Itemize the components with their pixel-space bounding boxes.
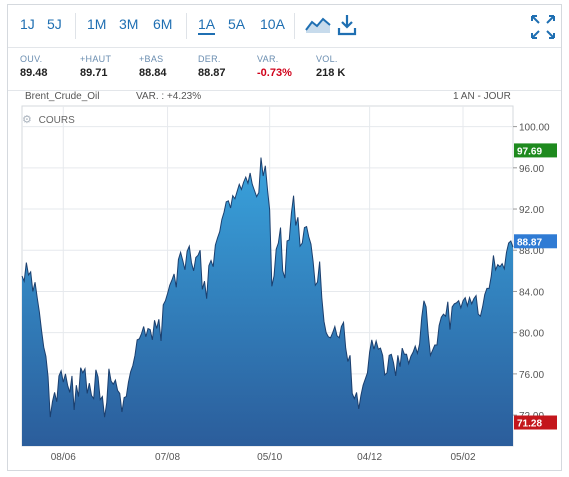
stat-open-label: OUV. (20, 54, 43, 64)
range-1a-button[interactable]: 1A (198, 16, 216, 35)
stat-last: DER. 88.87 (198, 54, 226, 79)
low-price-badge-text: 71.28 (517, 419, 542, 430)
range-5j-button[interactable]: 5J (47, 16, 62, 32)
quote-stats: OUV. 89.48 +HAUT 89.71 +BAS 88.84 DER. 8… (8, 48, 561, 91)
chart-toolbar: 1J 5J 1M 3M 6M 1A 5A 10A (8, 5, 561, 48)
x-tick-label: 05/02 (451, 452, 476, 463)
instrument-name: Brent_Crude_Oil (25, 91, 100, 102)
stat-high-value: 89.71 (80, 67, 108, 79)
stat-variation-label: VAR. (257, 54, 279, 64)
price-line (21, 157, 514, 418)
gear-icon[interactable]: ⚙ (22, 114, 32, 126)
chart-type-icon[interactable] (305, 14, 331, 39)
y-tick-label: 76.00 (519, 370, 544, 381)
stat-volume: VOL. 218 K (316, 54, 345, 79)
stat-high: +HAUT 89.71 (80, 54, 111, 79)
stat-last-value: 88.87 (198, 67, 226, 79)
y-tick-label: 100.00 (519, 123, 550, 134)
x-tick-label: 07/08 (155, 452, 180, 463)
stat-variation-value: -0.73% (257, 67, 292, 79)
price-area (22, 157, 513, 446)
stat-low-label: +BAS (139, 54, 164, 64)
low-price-badge (514, 415, 557, 430)
stat-variation: VAR. -0.73% (257, 54, 292, 79)
y-tick-label: 92.00 (519, 205, 544, 216)
download-icon[interactable] (337, 14, 357, 41)
toolbar-divider (75, 13, 76, 39)
x-tick-label: 05/10 (257, 452, 282, 463)
range-6m-button[interactable]: 6M (153, 16, 173, 32)
range-10a-button[interactable]: 10A (260, 16, 285, 32)
stat-low: +BAS 88.84 (139, 54, 167, 79)
last-price-badge-text: 88.87 (517, 237, 542, 248)
range-3m-button[interactable]: 3M (119, 16, 139, 32)
x-tick-label: 04/12 (357, 452, 382, 463)
stat-low-value: 88.84 (139, 67, 167, 79)
y-tick-label: 80.00 (519, 329, 544, 340)
series-label: ⚙ COURS (22, 113, 75, 126)
variation-summary: VAR. : +4.23% (136, 91, 202, 102)
stat-open: OUV. 89.48 (20, 54, 48, 79)
stat-volume-value: 218 K (316, 67, 346, 79)
stat-last-label: DER. (198, 54, 221, 64)
y-tick-label: 84.00 (519, 287, 544, 298)
y-tick-label: 96.00 (519, 164, 544, 175)
toolbar-divider (294, 13, 295, 39)
range-5a-button[interactable]: 5A (228, 16, 246, 32)
series-label-text: COURS (38, 115, 75, 126)
stat-open-value: 89.48 (20, 67, 48, 79)
range-1m-button[interactable]: 1M (87, 16, 107, 32)
high-price-badge (514, 143, 557, 158)
y-tick-label: 88.00 (519, 246, 544, 257)
last-price-badge (514, 234, 557, 249)
period-label: 1 AN - JOUR (453, 91, 511, 102)
high-price-badge-text: 97.69 (517, 146, 542, 157)
stat-volume-label: VOL. (316, 54, 338, 64)
x-tick-label: 08/06 (51, 452, 76, 463)
range-1j-button[interactable]: 1J (20, 16, 35, 32)
toolbar-divider (186, 13, 187, 39)
stat-high-label: +HAUT (80, 54, 112, 64)
fullscreen-icon[interactable] (530, 14, 556, 45)
